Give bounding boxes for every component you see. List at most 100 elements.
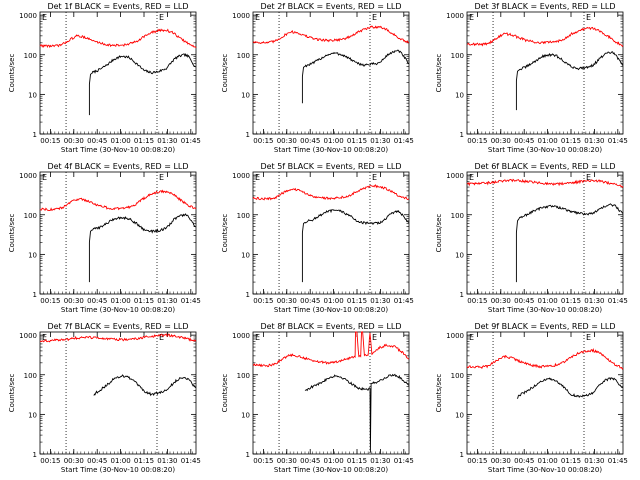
x-tick-label: 00:30 bbox=[277, 137, 297, 145]
y-tick-label: 1000 bbox=[446, 12, 464, 20]
x-tick-label: 00:15 bbox=[40, 137, 60, 145]
y-tick-label: 1000 bbox=[232, 172, 250, 180]
x-tick-label: 01:00 bbox=[538, 297, 558, 305]
y-tick-label: 10 bbox=[241, 91, 250, 99]
series-events-line bbox=[515, 203, 623, 283]
panel-title: Det 9f BLACK = Events, RED = LLD bbox=[474, 322, 615, 331]
x-axis-label: Start Time (30-Nov-10 00:08:20) bbox=[274, 146, 388, 154]
y-tick-label: 100 bbox=[451, 372, 464, 380]
y-tick-label: 10 bbox=[28, 411, 37, 419]
y-tick-label: 10 bbox=[241, 411, 250, 419]
y-axis-label: Counts/sec bbox=[8, 374, 16, 413]
x-tick-label: 01:00 bbox=[111, 457, 131, 465]
x-tick-label: 00:45 bbox=[514, 137, 534, 145]
x-tick-label: 01:30 bbox=[370, 137, 390, 145]
x-axis-label: Start Time (30-Nov-10 00:08:20) bbox=[488, 466, 602, 474]
y-axis-label: Counts/sec bbox=[221, 374, 229, 413]
e-marker-label: E bbox=[255, 13, 260, 22]
x-tick-label: 01:15 bbox=[561, 457, 581, 465]
e-marker-label: E bbox=[42, 13, 47, 22]
panel-det-4f: Det 4f BLACK = Events, RED = LLD 1 10 100 10… bbox=[8, 162, 201, 314]
x-tick-label: 00:15 bbox=[253, 297, 273, 305]
y-tick-label: 1000 bbox=[232, 332, 250, 340]
x-axis-label: Start Time (30-Nov-10 00:08:20) bbox=[488, 306, 602, 314]
x-tick-label: 01:45 bbox=[608, 137, 628, 145]
y-tick-label: 10 bbox=[455, 251, 464, 259]
panel-title: Det 2f BLACK = Events, RED = LLD bbox=[260, 2, 401, 11]
series-events-line bbox=[93, 374, 196, 397]
series-lld-line bbox=[466, 348, 624, 370]
x-tick-label: 00:30 bbox=[64, 457, 84, 465]
x-axis-label: Start Time (30-Nov-10 00:08:20) bbox=[61, 466, 175, 474]
y-tick-label: 1000 bbox=[446, 172, 464, 180]
axes-frame bbox=[252, 171, 410, 295]
y-tick-label: 1 bbox=[460, 131, 464, 139]
y-tick-label: 100 bbox=[451, 212, 464, 220]
x-tick-label: 01:00 bbox=[538, 457, 558, 465]
panel-title: Det 4f BLACK = Events, RED = LLD bbox=[47, 162, 188, 171]
x-tick-label: 01:00 bbox=[111, 297, 131, 305]
panel-det-8f: Det 8f BLACK = Events, RED = LLD 1 10 100 10… bbox=[221, 322, 414, 474]
x-tick-label: 00:45 bbox=[300, 297, 320, 305]
y-axis-label: Counts/sec bbox=[435, 54, 443, 93]
x-tick-label: 01:30 bbox=[584, 297, 604, 305]
y-tick-label: 100 bbox=[24, 372, 37, 380]
series-lld-line bbox=[252, 184, 410, 201]
y-tick-label: 1 bbox=[460, 291, 464, 299]
x-axis-label: Start Time (30-Nov-10 00:08:20) bbox=[61, 306, 175, 314]
series-lld-line bbox=[252, 25, 409, 45]
x-tick-label: 01:00 bbox=[324, 297, 344, 305]
e-marker-label: E bbox=[469, 13, 474, 22]
x-tick-label: 01:15 bbox=[561, 137, 581, 145]
y-axis-label: Counts/sec bbox=[8, 214, 16, 253]
axes-frame bbox=[39, 11, 197, 135]
x-tick-label: 00:30 bbox=[491, 297, 511, 305]
e-marker-label: E bbox=[586, 333, 591, 342]
panel-title: Det 1f BLACK = Events, RED = LLD bbox=[47, 2, 188, 11]
x-tick-label: 00:30 bbox=[277, 457, 297, 465]
y-tick-label: 1 bbox=[246, 291, 250, 299]
y-tick-label: 1 bbox=[33, 451, 37, 459]
x-tick-label: 01:15 bbox=[347, 457, 367, 465]
y-tick-label: 100 bbox=[24, 52, 37, 60]
series-lld-line bbox=[39, 28, 197, 49]
series-lld-line bbox=[252, 331, 410, 368]
x-tick-label: 00:30 bbox=[491, 137, 511, 145]
axes-frame bbox=[39, 171, 197, 295]
panel-det-9f: Det 9f BLACK = Events, RED = LLD 1 10 100 10… bbox=[435, 322, 628, 474]
axes-frame bbox=[252, 11, 410, 135]
x-tick-label: 00:45 bbox=[87, 457, 107, 465]
panel-det-5f: Det 5f BLACK = Events, RED = LLD 1 10 100 10… bbox=[221, 162, 414, 314]
y-tick-label: 100 bbox=[24, 212, 37, 220]
x-tick-label: 01:15 bbox=[134, 137, 154, 145]
x-tick-label: 01:30 bbox=[157, 457, 177, 465]
y-tick-label: 10 bbox=[455, 411, 464, 419]
series-lld-line bbox=[466, 178, 624, 189]
x-tick-label: 01:00 bbox=[111, 137, 131, 145]
e-marker-label: E bbox=[469, 333, 474, 342]
panel-title: Det 6f BLACK = Events, RED = LLD bbox=[474, 162, 615, 171]
panel-det-7f: Det 7f BLACK = Events, RED = LLD 1 10 100 10… bbox=[8, 322, 201, 474]
y-axis-label: Counts/sec bbox=[8, 54, 16, 93]
e-marker-label: E bbox=[159, 173, 164, 182]
e-marker-label: E bbox=[372, 333, 377, 342]
x-axis-label: Start Time (30-Nov-10 00:08:20) bbox=[274, 306, 388, 314]
e-marker-label: E bbox=[372, 173, 377, 182]
x-tick-label: 00:15 bbox=[40, 297, 60, 305]
y-tick-label: 1000 bbox=[19, 172, 37, 180]
x-axis-label: Start Time (30-Nov-10 00:08:20) bbox=[274, 466, 388, 474]
x-tick-label: 01:15 bbox=[347, 137, 367, 145]
y-tick-label: 10 bbox=[241, 251, 250, 259]
x-tick-label: 00:30 bbox=[64, 137, 84, 145]
x-tick-label: 00:15 bbox=[253, 457, 273, 465]
axes-frame bbox=[39, 331, 197, 455]
y-tick-label: 1000 bbox=[232, 12, 250, 20]
series-lld-line bbox=[466, 26, 624, 47]
x-tick-label: 01:45 bbox=[181, 457, 201, 465]
x-tick-label: 01:30 bbox=[157, 137, 177, 145]
x-tick-label: 01:45 bbox=[608, 457, 628, 465]
x-tick-label: 01:00 bbox=[538, 137, 558, 145]
x-tick-label: 00:15 bbox=[467, 137, 487, 145]
axes-frame bbox=[252, 331, 410, 455]
